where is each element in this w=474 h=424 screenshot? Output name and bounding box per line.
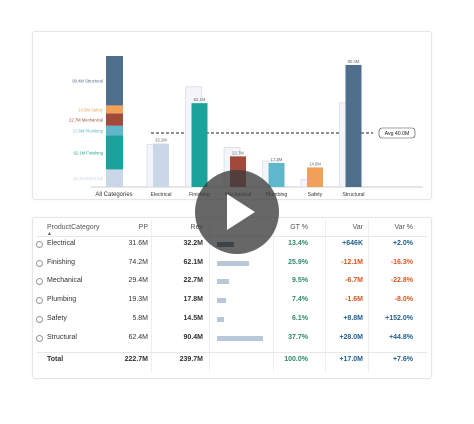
row-category-safety[interactable]: Safety [47,314,67,322]
stack-segment-finishing [106,135,123,170]
header-var[interactable]: Var [352,224,363,231]
row-select-radio[interactable] [36,297,43,305]
row-var: -1.6M [345,296,363,304]
column-divider [325,220,326,372]
stack-label-finishing: 62.1M Finishing [73,150,103,155]
row-var: -12.1M [341,258,363,266]
total-divider [37,352,427,354]
row-gt-pct: 25.9% [288,258,308,266]
row-pp: 31.6M [128,240,148,247]
rev-bar-plumbing [268,162,285,187]
sort-caret-icon[interactable]: ▲ [47,231,52,237]
row-select-radio[interactable] [36,241,43,248]
play-button[interactable] [195,170,279,254]
row-pp: 29.4M [128,277,148,285]
column-divider [209,220,210,372]
value-label-mechanical: 22.7M [232,150,244,155]
row-pp: 74.2M [128,258,148,266]
row-rev-bar [217,298,227,304]
rev-bar-finishing [191,103,208,187]
header-product-category[interactable]: ProductCategory [47,224,100,231]
stack-segment-mechanical [106,113,123,126]
row-gt-pct: 6.1% [292,314,308,322]
stack-segment-electrical [106,169,123,187]
row-category-structural[interactable]: Structural [47,333,77,341]
total-label: Total [47,356,64,364]
row-rev: 90.4M [183,333,203,341]
row-gt-pct: 9.5% [292,277,308,285]
row-select-radio[interactable] [36,278,43,286]
revenue-chart: 22.2M Electrical 62.1M Finishing 17.8M Plu… [69,56,423,198]
total-gt-pct: 100.0% [284,356,308,364]
row-var-pct: +152.0% [385,314,413,322]
row-rev: 32.2M [183,240,203,247]
row-var-pct: -8.0% [394,296,413,304]
row-gt-pct: 37.7% [288,333,308,341]
header-pp[interactable]: PP [138,224,148,231]
row-pp: 5.8M [132,314,148,322]
value-label-safety: 14.5M [309,161,321,166]
row-gt-pct: 7.4% [292,296,308,304]
value-label-electrical: 32.2M [155,138,167,143]
stack-segment-plumbing [106,125,123,136]
row-gt-pct: 13.4% [288,240,308,247]
stack-segment-structural [106,56,123,106]
rev-bar-structural [345,64,362,187]
row-var-pct: -22.8% [390,277,413,285]
value-label-plumbing: 17.8M [271,157,283,162]
column-divider [273,220,274,372]
stack-label-plumbing: 17.8M Plumbing [73,129,104,134]
header-gt-pct[interactable]: GT % [290,224,308,231]
row-var: -6.7M [345,277,363,285]
stack-segment-safety [106,105,123,114]
column-divider [368,220,369,372]
row-rev-bar [217,279,229,285]
row-category-mechanical[interactable]: Mechanical [47,277,83,285]
row-category-finishing[interactable]: Finishing [47,258,76,266]
header-rev[interactable]: Rev [190,224,203,231]
stack-label-electrical: 22.2M Electrical [73,176,103,181]
row-category-plumbing[interactable]: Plumbing [47,296,77,304]
total-var: +17.0M [339,356,363,364]
row-pp: 62.4M [128,333,148,341]
category-label-structural: Structural [342,192,364,198]
stack-label-mechanical: 22.7M Mechanical [69,118,103,123]
total-pp: 222.7M [124,356,148,364]
play-icon [227,194,255,230]
row-var-pct: -16.3% [390,258,413,266]
row-pp: 19.3M [128,296,148,304]
total-var-pct: +7.6% [392,356,413,364]
row-select-radio[interactable] [36,315,43,323]
value-label-structural: 90.4M [348,59,360,64]
row-rev: 14.5M [183,314,203,322]
row-rev: 62.1M [183,258,203,266]
row-select-radio[interactable] [36,259,43,267]
row-rev: 22.7M [183,277,203,285]
rev-bar-electrical [153,143,169,187]
row-var: +8.8M [343,314,363,322]
rev-bar-safety [307,167,323,187]
row-var: +646K [342,240,363,247]
row-rev-bar [217,316,225,322]
row-rev: 17.8M [183,296,203,304]
row-category-electrical[interactable]: Electrical [47,240,76,247]
total-rev: 239.7M [179,356,203,364]
column-divider [151,220,152,372]
average-badge [378,127,416,139]
all-categories-label: All Categories [95,192,132,198]
category-label-electrical: Electrical [150,192,171,198]
category-label-safety: Safety [308,192,323,198]
row-select-radio[interactable] [36,334,43,342]
row-var-pct: +2.0% [392,240,413,247]
stack-label-safety: 14.5M Safety [78,107,104,112]
value-label-finishing: 62.1M [194,97,206,102]
row-rev-bar [217,335,263,341]
row-var-pct: +44.8% [389,333,413,341]
stack-label-structural: 90.4M Structural [72,79,103,84]
average-label: Avg 40.0M [385,131,410,137]
row-rev-bar [217,260,249,266]
row-var: +28.0M [339,333,363,341]
category-label-plumbing: Plumbing [266,192,288,198]
header-var-pct[interactable]: Var % [394,224,413,231]
